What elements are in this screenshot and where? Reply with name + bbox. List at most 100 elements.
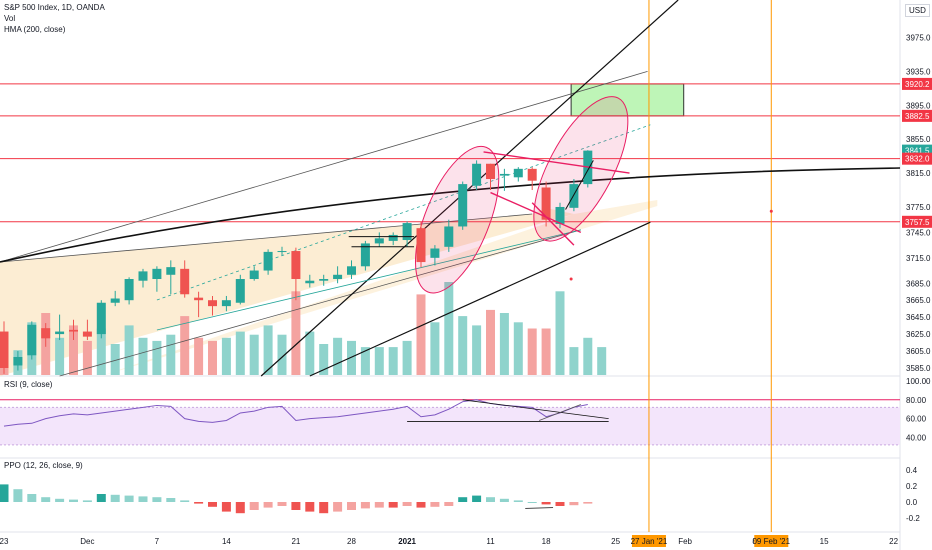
candle-body xyxy=(180,268,190,295)
volume-bar xyxy=(583,337,593,375)
candle-body xyxy=(138,271,148,281)
trendline-steep-2 xyxy=(309,221,651,377)
candle-body xyxy=(152,268,162,280)
ppo-bar xyxy=(291,502,301,510)
time-tick-label: 23 xyxy=(0,537,9,546)
volume-bar xyxy=(235,331,245,375)
price-level-value: 3841.5 xyxy=(905,147,930,156)
volume-bar xyxy=(291,291,301,375)
highlight-ellipse xyxy=(533,96,629,242)
volume-bar xyxy=(333,337,343,375)
hma-curve xyxy=(0,167,901,263)
candle-body xyxy=(110,298,120,303)
volume-bar xyxy=(194,337,204,375)
candle-body xyxy=(416,228,426,263)
candle-body xyxy=(166,267,176,275)
volume-legend: Vol xyxy=(4,14,16,23)
ppo-bar xyxy=(472,495,482,502)
candle-body xyxy=(124,279,134,301)
candle-body xyxy=(347,266,356,275)
candle-body xyxy=(208,300,217,307)
volume-bar xyxy=(69,325,78,375)
ppo-bar xyxy=(458,497,468,502)
time-tick-label: 11 xyxy=(486,537,495,546)
volume-bar xyxy=(180,316,190,375)
candle-body xyxy=(444,226,454,247)
ppo-bar xyxy=(194,502,204,504)
ppo-bar xyxy=(319,502,329,514)
dot-marker xyxy=(769,209,773,213)
ppo-bar xyxy=(124,495,134,502)
time-tick-label: Feb xyxy=(678,537,692,546)
ppo-bar xyxy=(110,494,120,502)
ppo-bar xyxy=(235,502,245,514)
volume-bar xyxy=(555,291,565,375)
price-level-tag xyxy=(902,215,932,228)
candle-body xyxy=(305,280,315,284)
ppo-bar xyxy=(430,502,440,507)
price-tick-label: 3745.0 xyxy=(906,228,931,237)
volume-bar xyxy=(208,340,217,375)
candle-body xyxy=(569,184,579,208)
symbol-title: S&P 500 Index, 1D, OANDA xyxy=(4,3,105,12)
date-tag xyxy=(754,535,789,547)
price-tick-label: 3645.0 xyxy=(906,313,931,322)
volume-bar xyxy=(499,313,509,375)
volume-bar xyxy=(527,328,537,375)
candle-body xyxy=(13,356,23,366)
candle-body xyxy=(82,331,92,337)
trendline-lower xyxy=(59,229,581,377)
candle-body xyxy=(69,329,78,332)
time-tick-label: Dec xyxy=(80,537,94,546)
volume-bar xyxy=(374,347,384,375)
ppo-bar xyxy=(347,502,356,510)
pink-trendline xyxy=(490,191,582,234)
date-tag xyxy=(631,535,666,547)
date-tag-label: 09 Feb '21 xyxy=(752,537,790,546)
ppo-bar xyxy=(333,502,343,512)
ppo-bar xyxy=(305,502,315,512)
volume-bar xyxy=(388,347,398,375)
hma-legend: HMA (200, close) xyxy=(4,25,66,34)
candle-body xyxy=(430,248,440,258)
price-tick-label: 3585.0 xyxy=(906,364,931,373)
ppo-bar xyxy=(208,502,217,507)
volume-bar xyxy=(430,322,440,375)
ppo-bar xyxy=(41,497,51,502)
ppo-bar xyxy=(221,502,231,512)
ppo-bar xyxy=(513,500,523,502)
ppo-bar xyxy=(402,502,412,506)
volume-bar xyxy=(472,325,482,375)
ppo-tick-label: -0.2 xyxy=(906,514,920,523)
date-tag-label: 27 Jan '21 xyxy=(631,537,668,546)
ppo-tick-label: 0.4 xyxy=(906,466,918,475)
volume-bar xyxy=(277,334,287,375)
volume-bar xyxy=(569,347,579,375)
volume-bar xyxy=(416,294,426,375)
ppo-bar xyxy=(416,502,426,508)
rsi-band xyxy=(0,407,900,445)
time-tick-label: 18 xyxy=(542,537,551,546)
ppo-bar xyxy=(27,494,37,502)
ppo-bar xyxy=(180,500,190,502)
support-line xyxy=(156,229,581,331)
volume-bar xyxy=(55,337,65,375)
price-level-tag xyxy=(902,109,932,122)
ppo-bar xyxy=(55,498,65,502)
time-tick-label: 7 xyxy=(155,537,160,546)
volume-bar xyxy=(96,328,106,375)
price-level-value: 3882.5 xyxy=(905,112,930,121)
volume-bar xyxy=(82,340,92,375)
price-level-tag xyxy=(902,152,932,165)
time-tick-label: 25 xyxy=(611,537,620,546)
candle-body xyxy=(277,251,287,253)
price-tick-label: 3625.0 xyxy=(906,330,931,339)
candle-body xyxy=(291,251,301,280)
ppo-bar xyxy=(263,502,273,508)
volume-bar xyxy=(166,334,176,375)
rsi-legend: RSI (9, close) xyxy=(4,380,53,389)
ppo-mark xyxy=(525,507,554,509)
price-tick-label: 3605.0 xyxy=(906,347,931,356)
ppo-bar xyxy=(360,502,370,509)
